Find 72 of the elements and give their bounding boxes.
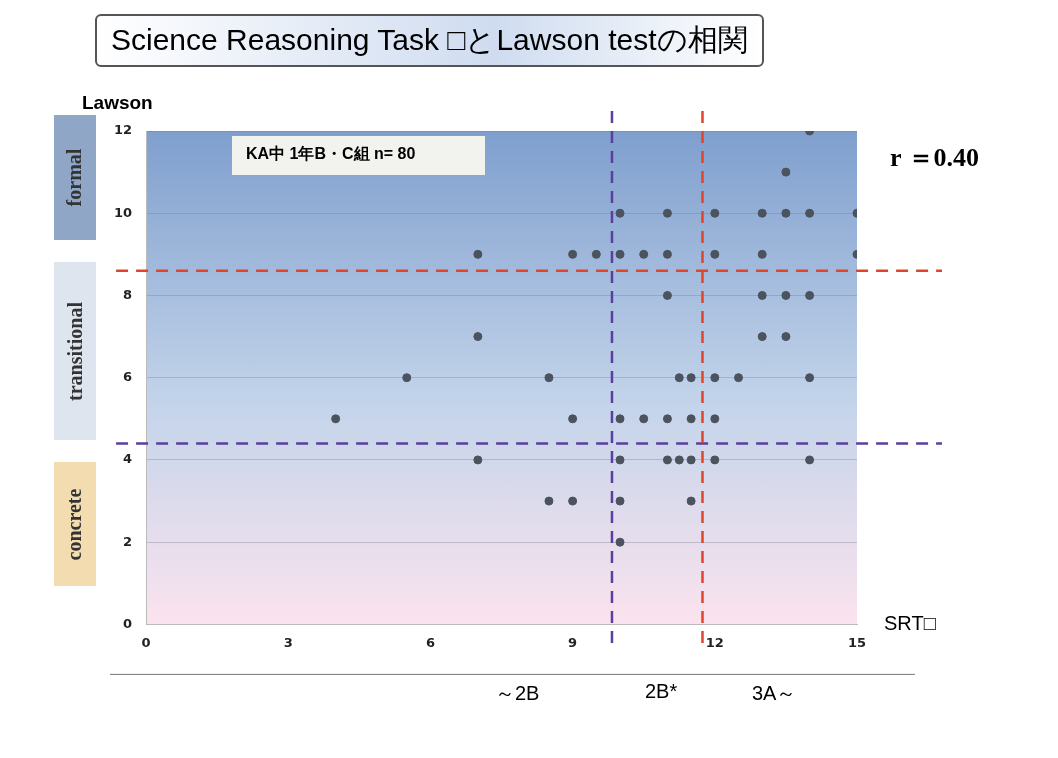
point	[757, 208, 767, 218]
x-tick-label: 12	[705, 634, 724, 650]
point	[686, 455, 696, 465]
point	[710, 249, 720, 259]
x-tick-label: 9	[568, 634, 578, 650]
point	[615, 414, 625, 424]
point	[757, 290, 767, 300]
point	[710, 414, 720, 424]
point	[781, 332, 791, 342]
point	[710, 208, 720, 218]
point	[331, 414, 341, 424]
point	[615, 249, 625, 259]
point	[639, 414, 649, 424]
x-tick-label: 15	[847, 634, 867, 650]
point	[662, 290, 672, 300]
point	[473, 249, 483, 259]
point	[615, 496, 625, 506]
chart-title: Science Reasoning Task □とLawson testの相関	[95, 14, 764, 67]
text: 3A～	[752, 681, 797, 706]
point	[662, 414, 672, 424]
point	[710, 373, 720, 383]
point	[686, 414, 696, 424]
y-tick-label: 12	[114, 122, 133, 138]
y-tick-label: 8	[123, 286, 133, 302]
x-tick-label: 0	[141, 634, 151, 650]
y-tick-label: 10	[114, 204, 133, 220]
point	[805, 208, 815, 218]
point	[568, 249, 578, 259]
point	[781, 208, 791, 218]
point	[473, 332, 483, 342]
point	[805, 373, 815, 383]
y-axis-title: Lawson	[82, 92, 153, 114]
point	[639, 249, 649, 259]
x-tick-label: 6	[425, 634, 435, 650]
point	[662, 455, 672, 465]
text: formal	[63, 148, 87, 207]
point	[662, 249, 672, 259]
point	[781, 290, 791, 300]
point	[568, 414, 578, 424]
point	[757, 332, 767, 342]
point	[615, 208, 625, 218]
y-tick-label: 4	[123, 451, 133, 467]
point	[544, 496, 554, 506]
point	[615, 537, 625, 547]
text: concrete	[63, 488, 87, 560]
point	[615, 455, 625, 465]
point	[781, 167, 791, 177]
point	[674, 455, 684, 465]
y-tick-label: 2	[123, 533, 133, 549]
text: r ＝0.40	[890, 142, 980, 174]
text: 2B*	[645, 680, 678, 703]
point	[662, 208, 672, 218]
point	[805, 290, 815, 300]
point	[805, 455, 815, 465]
text: ～2B	[495, 681, 540, 706]
label-panel: KA中 1年B・C組 n= 80	[232, 136, 486, 175]
point	[568, 496, 578, 506]
text: transitional	[63, 301, 87, 401]
point	[757, 249, 767, 259]
point	[591, 249, 601, 259]
y-tick-label: 6	[123, 369, 133, 385]
point	[734, 373, 744, 383]
point	[686, 373, 696, 383]
point	[710, 455, 720, 465]
point	[473, 455, 483, 465]
point	[544, 373, 554, 383]
y-tick-label: 0	[123, 615, 133, 631]
x-tick-label: 3	[283, 634, 293, 650]
point	[402, 373, 412, 383]
point	[686, 496, 696, 506]
x-axis-title: SRT□	[884, 612, 936, 635]
point	[674, 373, 684, 383]
